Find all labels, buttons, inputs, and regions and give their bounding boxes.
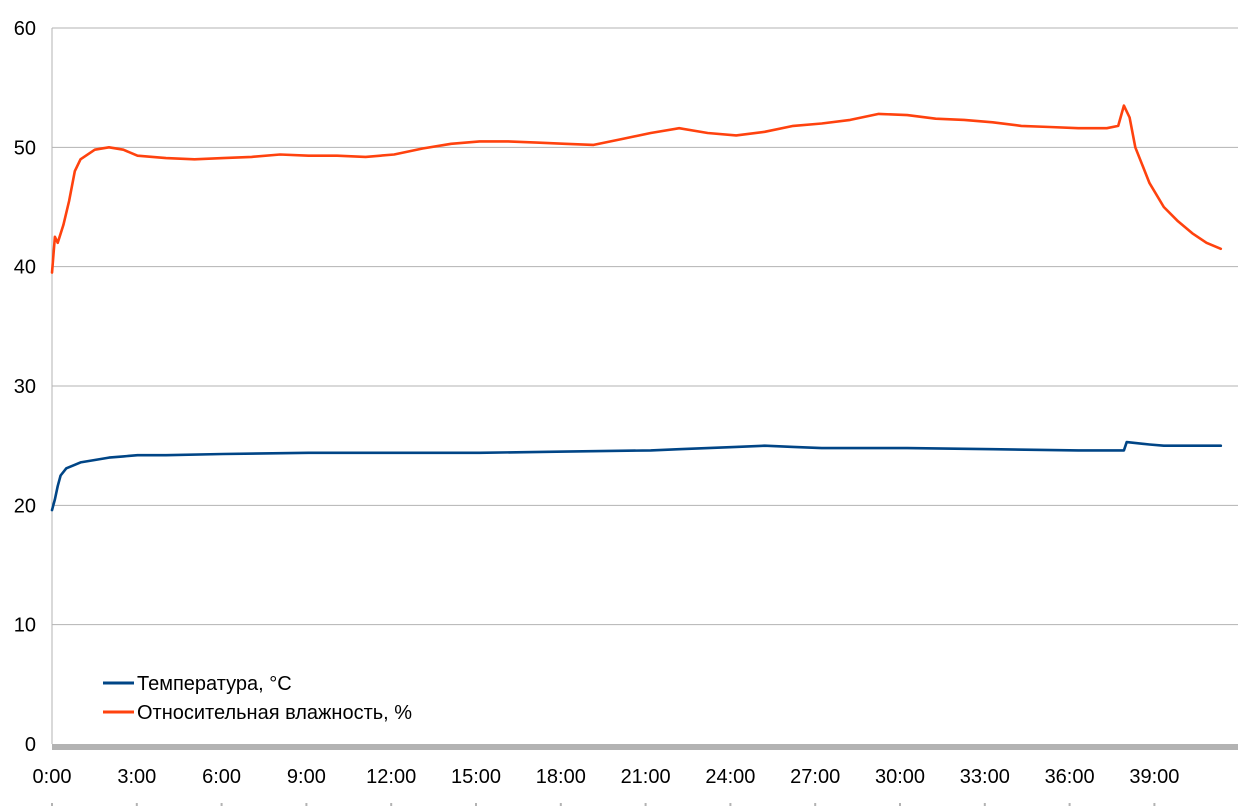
legend-label-temperature: Температура, °C xyxy=(137,673,292,695)
x-tick-label: 18:00 xyxy=(536,766,586,788)
x-axis-band xyxy=(52,744,1238,750)
x-tick-label: 39:00 xyxy=(1129,766,1179,788)
series-line-temperature xyxy=(50,440,1223,512)
x-tick-label: 21:00 xyxy=(621,766,671,788)
x-tick-label: 0:00 xyxy=(33,766,72,788)
series-layer xyxy=(50,104,1223,512)
y-axis-ticks: 0 10 20 30 40 50 60 xyxy=(14,18,36,756)
x-tick-label: 6:00 xyxy=(202,766,241,788)
x-tick-label: 3:00 xyxy=(117,766,156,788)
y-tick-label: 50 xyxy=(14,137,36,159)
x-tick-label: 15:00 xyxy=(451,766,501,788)
gridlines xyxy=(52,27,1238,626)
y-tick-label: 30 xyxy=(14,376,36,398)
x-tick-label: 33:00 xyxy=(960,766,1010,788)
x-tick-label: 24:00 xyxy=(705,766,755,788)
legend-label-humidity: Относительная влажность, % xyxy=(137,702,412,724)
y-tick-label: 10 xyxy=(14,615,36,637)
y-tick-label: 20 xyxy=(14,495,36,517)
y-tick-label: 40 xyxy=(14,257,36,279)
x-tick-label: 9:00 xyxy=(287,766,326,788)
x-tick-label: 12:00 xyxy=(366,766,416,788)
x-tick-label: 36:00 xyxy=(1045,766,1095,788)
series-line-humidity xyxy=(50,104,1223,274)
x-tick-label: 27:00 xyxy=(790,766,840,788)
legend: Температура, °C Относительная влажность,… xyxy=(103,673,412,724)
x-tick-label: 30:00 xyxy=(875,766,925,788)
y-tick-label: 0 xyxy=(25,734,36,756)
x-axis-ticks: 0:00 3:00 6:00 9:00 12:00 15:00 18:00 21:00 24:0… xyxy=(33,766,1179,806)
y-tick-label: 60 xyxy=(14,18,36,40)
